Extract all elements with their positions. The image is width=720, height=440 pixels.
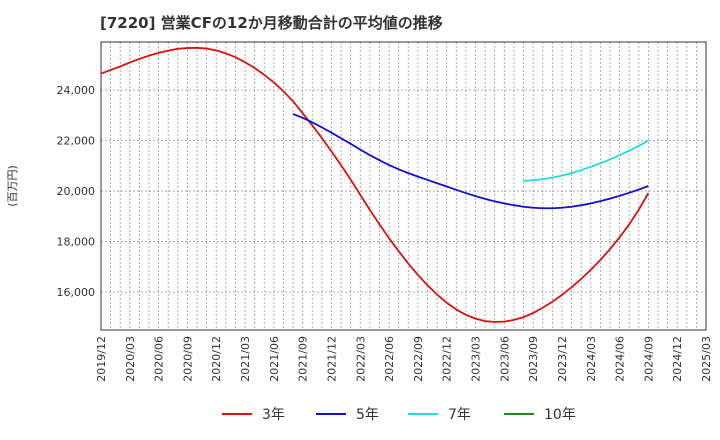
x-tick-label: 2021/06 — [268, 336, 281, 382]
y-axis-label: (百万円) — [6, 165, 19, 207]
x-tick-label: 2021/12 — [325, 336, 338, 382]
legend: 3年 5年 7年 10年 — [222, 407, 576, 423]
x-tick-label: 2025/03 — [700, 336, 713, 382]
x-tick-label: 2022/12 — [441, 336, 454, 382]
chart-title: [7220] 営業CFの12か月移動合計の平均値の推移 — [100, 14, 443, 32]
legend-label: 7年 — [448, 407, 471, 423]
x-tick-label: 2020/03 — [124, 336, 137, 382]
x-tick-label: 2019/12 — [95, 336, 108, 382]
x-tick-label: 2021/03 — [239, 336, 252, 382]
legend-label: 3年 — [262, 407, 285, 423]
y-axis: 16,000 18,000 20,000 22,000 24,000 — [57, 84, 96, 299]
x-axis: 2019/12 2020/03 2020/06 2020/09 2020/12 2021/… — [95, 336, 713, 382]
series-line-7年 — [523, 139, 649, 182]
legend-label: 10年 — [544, 407, 576, 423]
x-tick-label: 2024/03 — [585, 336, 598, 382]
series-line-3年 — [100, 46, 650, 323]
y-tick-label: 22,000 — [57, 135, 96, 148]
x-tick-label: 2024/12 — [671, 336, 684, 382]
grid-layer — [100, 42, 707, 330]
series-line-5年 — [292, 113, 649, 210]
y-tick-label: 24,000 — [57, 84, 96, 97]
x-tick-label: 2023/09 — [527, 336, 540, 382]
x-tick-label: 2024/06 — [614, 336, 627, 382]
x-tick-label: 2020/12 — [210, 336, 223, 382]
y-tick-label: 20,000 — [57, 185, 96, 198]
series-layer — [100, 46, 650, 323]
x-tick-label: 2023/12 — [556, 336, 569, 382]
y-tick-label: 18,000 — [57, 236, 96, 249]
x-tick-label: 2022/09 — [412, 336, 425, 382]
x-tick-label: 2022/06 — [383, 336, 396, 382]
x-tick-label: 2020/09 — [181, 336, 194, 382]
legend-label: 5年 — [356, 407, 379, 423]
plot-frame — [100, 41, 707, 331]
x-tick-label: 2020/06 — [153, 336, 166, 382]
x-tick-label: 2023/06 — [498, 336, 511, 382]
x-tick-label: 2021/09 — [297, 336, 310, 382]
x-tick-label: 2022/03 — [354, 336, 367, 382]
x-tick-label: 2024/09 — [642, 336, 655, 382]
x-tick-label: 2023/03 — [470, 336, 483, 382]
y-tick-label: 16,000 — [57, 286, 96, 299]
